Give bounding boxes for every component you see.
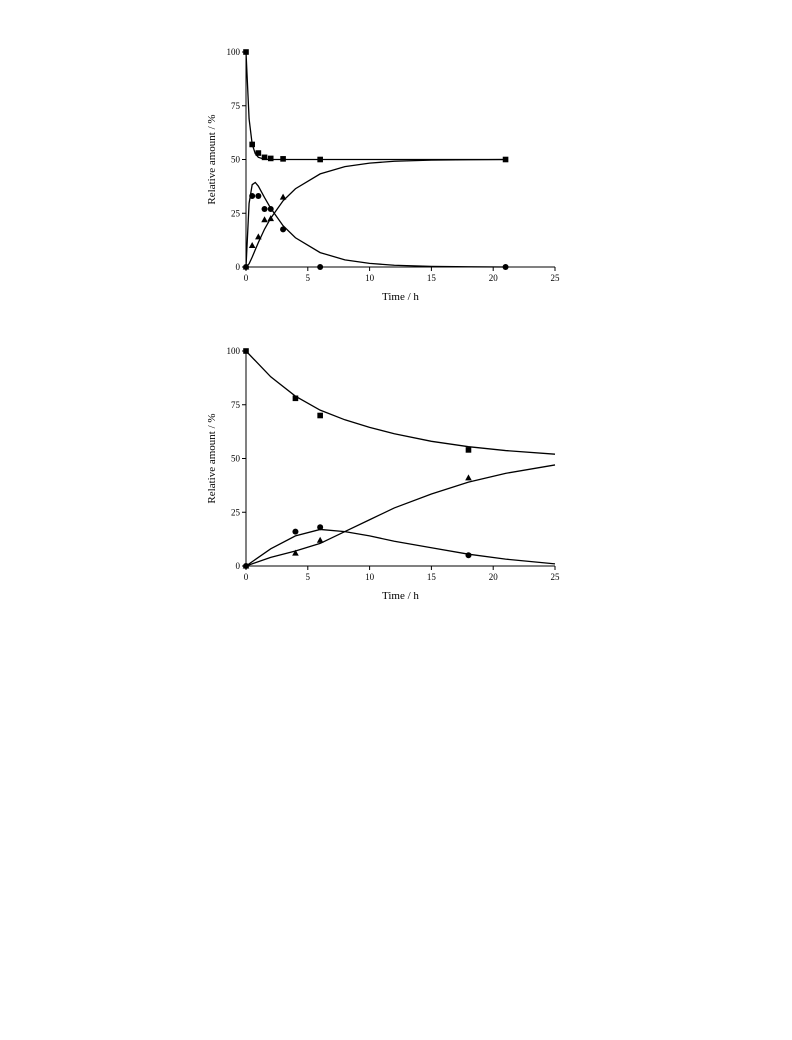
y-tick-label: 50 [231, 454, 241, 464]
triangle-point [465, 474, 472, 481]
x-tick-label: 20 [489, 572, 499, 582]
circle-point [280, 226, 287, 233]
x-tick-label: 5 [306, 273, 311, 283]
x-tick-label: 0 [244, 572, 249, 582]
y-tick-label: 75 [231, 400, 241, 410]
square-point [243, 348, 249, 354]
y-axis-label: Relative amount / % [206, 114, 218, 204]
x-tick-label: 10 [365, 273, 375, 283]
square-point [502, 156, 509, 163]
x-tick-label: 15 [427, 572, 437, 582]
y-tick-label: 25 [231, 507, 241, 517]
fit-curve [245, 464, 556, 567]
circle-point [317, 524, 324, 531]
y-tick-label: 75 [231, 101, 241, 111]
y-tick-label: 25 [231, 208, 241, 218]
triangle-point [242, 562, 250, 569]
x-tick-label: 20 [489, 273, 499, 283]
square-point [465, 447, 472, 453]
square-point [317, 412, 323, 419]
chart: 0 5 10 15 20 25 0 25 50 75 100 Time / h Relative amo… [206, 346, 560, 602]
circle-point [292, 528, 299, 535]
triangle-point [248, 242, 256, 248]
x-tick-label: 5 [306, 572, 311, 582]
circle-point [255, 193, 262, 200]
circle-point [249, 193, 256, 200]
x-tick-label: 10 [365, 572, 375, 582]
fit-curve [245, 51, 506, 161]
y-tick-label: 100 [227, 47, 241, 57]
y-axis-label: Relative amount / % [206, 413, 218, 503]
square-point [249, 141, 255, 148]
y-tick-label: 0 [236, 561, 241, 571]
square-point [255, 150, 262, 156]
square-point [243, 49, 249, 55]
square-point [280, 156, 286, 162]
triangle-point [267, 215, 275, 222]
triangle-point [279, 193, 287, 200]
y-tick-label: 0 [236, 262, 241, 272]
triangle-point [261, 216, 268, 223]
square-point [317, 156, 323, 163]
y-tick-label: 50 [231, 155, 241, 165]
circle-point [502, 264, 509, 270]
x-tick-label: 0 [244, 273, 249, 283]
square-point [267, 155, 274, 162]
square-point [292, 395, 299, 402]
x-axis-label: Time / h [382, 590, 419, 602]
triangle-point [292, 549, 299, 556]
fit-curve [245, 528, 556, 567]
circle-point [465, 552, 472, 559]
fit-curve [245, 350, 556, 455]
circle-point [267, 205, 274, 212]
x-tick-label: 15 [427, 273, 437, 283]
x-tick-label: 25 [551, 273, 561, 283]
fit-curve [245, 181, 506, 268]
x-tick-label: 25 [551, 572, 561, 582]
fit-curve [245, 158, 506, 268]
triangle-point [242, 263, 250, 270]
circle-point [261, 205, 268, 212]
triangle-point [255, 233, 262, 240]
chart: 0 5 10 15 20 25 0 25 50 75 100 Time / h Relative amo… [206, 47, 560, 303]
y-tick-label: 100 [227, 346, 241, 356]
x-axis-label: Time / h [382, 291, 419, 303]
square-point [261, 154, 268, 161]
circle-point [317, 264, 324, 270]
triangle-point [316, 536, 324, 543]
